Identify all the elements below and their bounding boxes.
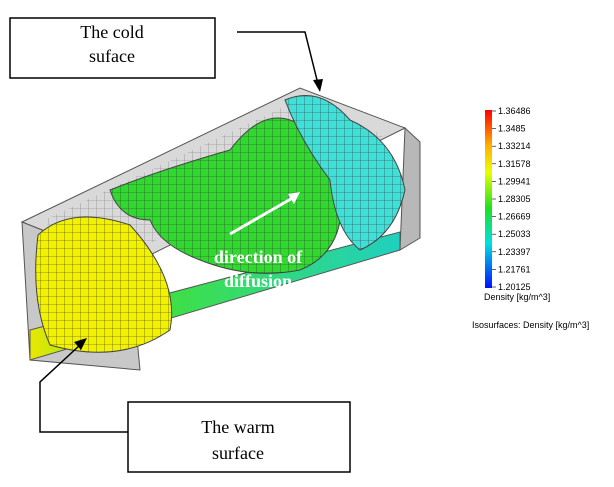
legend-label: 1.21761	[498, 264, 531, 274]
callout-text: The cold	[80, 22, 143, 42]
legend-label: 1.31578	[498, 159, 531, 169]
annotation: direction of	[214, 247, 303, 267]
legend-label: 1.23397	[498, 247, 531, 257]
legend-label: 1.25033	[498, 229, 531, 239]
model	[22, 88, 420, 370]
legend-label: 1.33214	[498, 141, 531, 151]
legend-label: 1.28305	[498, 194, 531, 204]
legend-subtitle: Isosurfaces: Density [kg/m^3]	[472, 320, 589, 330]
colorbar	[485, 110, 492, 288]
callout-text: suface	[89, 46, 135, 66]
callout-text: surface	[212, 443, 264, 463]
legend-label: 1.26669	[498, 212, 531, 222]
figure: direction of diffusion The cold suface T…	[0, 0, 614, 487]
callout-text: The warm	[201, 417, 274, 437]
legend-label: 1.29941	[498, 176, 531, 186]
legend-label: 1.3485	[498, 124, 526, 134]
legend-label: 1.20125	[498, 282, 531, 292]
callout-arrow	[237, 32, 318, 84]
annotation: diffusion	[224, 271, 292, 291]
legend-title: Density [kg/m^3]	[484, 292, 550, 302]
legend: 1.36486 1.3485 1.33214 1.31578 1.29941 1.2830…	[485, 106, 531, 292]
legend-label: 1.36486	[498, 106, 531, 116]
